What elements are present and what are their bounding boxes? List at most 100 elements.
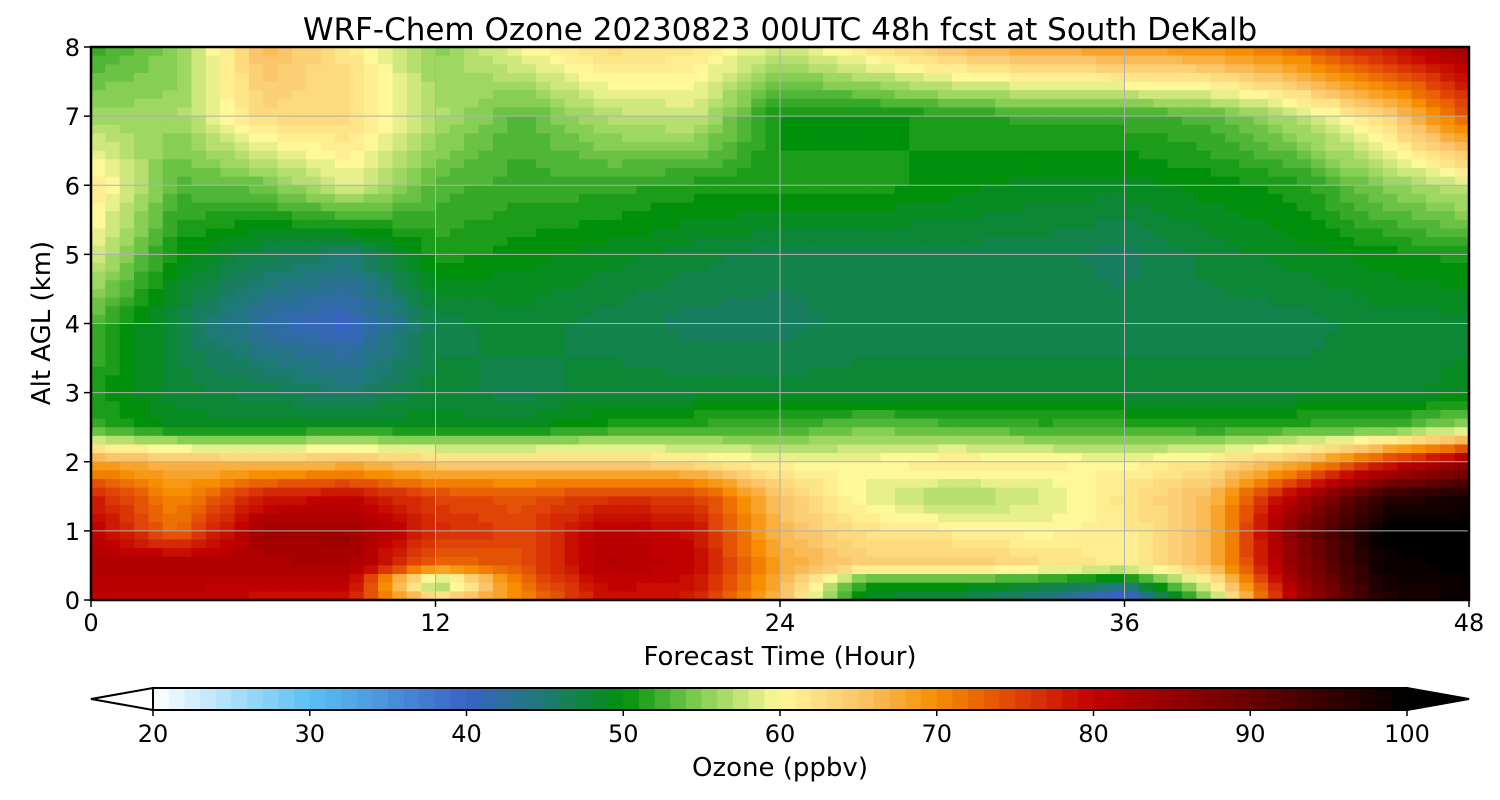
heatmap-cell (909, 332, 925, 342)
heatmap-cell (607, 453, 623, 463)
heatmap-cell (1253, 245, 1269, 255)
heatmap-cell (1268, 98, 1283, 109)
heatmap-cell (837, 211, 853, 221)
heatmap-cell (808, 383, 824, 394)
heatmap-cell (1181, 383, 1197, 394)
heatmap-cell (119, 237, 135, 247)
heatmap-cell (363, 323, 379, 333)
heatmap-cell (220, 461, 236, 471)
heatmap-cell (335, 228, 350, 238)
heatmap-cell (248, 185, 264, 195)
heatmap-cell (435, 90, 451, 100)
heatmap-cell (579, 366, 594, 376)
heatmap-cell (593, 288, 609, 299)
heatmap-cell (1124, 72, 1140, 83)
heatmap-cell (277, 47, 293, 57)
heatmap-cell (535, 64, 551, 74)
heatmap-cell (1081, 98, 1097, 109)
heatmap-cell (392, 401, 408, 411)
heatmap-cell (679, 461, 695, 471)
heatmap-cell (464, 55, 480, 65)
heatmap-cell (1440, 159, 1456, 169)
heatmap-cell (1268, 202, 1283, 212)
heatmap-cell (91, 435, 106, 446)
heatmap-cell (177, 427, 193, 437)
heatmap-cell (335, 323, 350, 333)
heatmap-cell (866, 366, 882, 376)
heatmap-cell (1411, 133, 1427, 143)
heatmap-cell (134, 202, 150, 212)
heatmap-cell (1224, 280, 1240, 290)
heatmap-cell (291, 375, 307, 385)
heatmap-cell (205, 237, 221, 247)
heatmap-cell (306, 142, 322, 152)
heatmap-cell (421, 228, 437, 238)
heatmap-cell (909, 470, 925, 480)
heatmap-cell (837, 245, 853, 255)
heatmap-cell (765, 409, 781, 420)
heatmap-cell (1339, 401, 1355, 411)
heatmap-cell (1397, 202, 1413, 212)
heatmap-cell (1167, 211, 1183, 221)
heatmap-cell (205, 358, 221, 368)
heatmap-cell (363, 427, 379, 437)
heatmap-cell (894, 64, 910, 74)
heatmap-cell (980, 47, 996, 57)
heatmap-cell (1081, 202, 1097, 212)
heatmap-cell (320, 72, 336, 83)
heatmap-cell (119, 133, 135, 143)
heatmap-cell (665, 193, 681, 204)
heatmap-cell (593, 98, 609, 109)
heatmap-cell (1253, 487, 1269, 497)
heatmap-cell (220, 142, 236, 152)
heatmap-cell (421, 340, 437, 351)
heatmap-cell (1239, 288, 1255, 299)
heatmap-cell (851, 133, 867, 143)
heatmap-cell (492, 159, 508, 169)
heatmap-cell (1009, 133, 1025, 143)
heatmap-cell (636, 98, 652, 109)
heatmap-cell (966, 245, 982, 255)
heatmap-cell (823, 47, 839, 57)
heatmap-cell (1239, 90, 1255, 100)
heatmap-cell (736, 470, 752, 480)
heatmap-cell (521, 314, 537, 325)
heatmap-cell (1339, 323, 1355, 333)
heatmap-cell (1052, 470, 1068, 480)
heatmap-cell (794, 383, 810, 394)
heatmap-cell (1124, 366, 1140, 376)
heatmap-cell (335, 47, 350, 57)
heatmap-cell (564, 81, 580, 91)
heatmap-cell (1124, 263, 1140, 273)
heatmap-cell (464, 366, 480, 376)
heatmap-cell (191, 263, 207, 273)
heatmap-cell (1368, 193, 1384, 204)
heatmap-cell (1038, 254, 1054, 264)
heatmap-cell (1181, 375, 1197, 385)
heatmap-cell (1397, 461, 1413, 471)
heatmap-cell (478, 254, 494, 264)
heatmap-cell (1368, 271, 1384, 281)
heatmap-cell (937, 297, 953, 307)
heatmap-cell (1382, 81, 1398, 91)
heatmap-cell (550, 193, 566, 204)
heatmap-cell (1311, 98, 1327, 109)
heatmap-cell (564, 55, 580, 65)
heatmap-cell (291, 297, 307, 307)
heatmap-cell (205, 383, 221, 394)
heatmap-cell (923, 418, 939, 428)
heatmap-cell (406, 98, 422, 109)
heatmap-cell (866, 245, 882, 255)
heatmap-cell (248, 366, 264, 376)
heatmap-cell (1296, 245, 1312, 255)
heatmap-cell (923, 332, 939, 342)
heatmap-cell (119, 340, 135, 351)
heatmap-cell (1425, 418, 1441, 428)
heatmap-cell (306, 435, 322, 446)
heatmap-cell (1354, 392, 1370, 402)
heatmap-cell (1081, 479, 1097, 489)
heatmap-cell (593, 254, 609, 264)
heatmap-cell (1454, 288, 1470, 299)
heatmap-cell (995, 159, 1011, 169)
heatmap-cell (291, 116, 307, 126)
